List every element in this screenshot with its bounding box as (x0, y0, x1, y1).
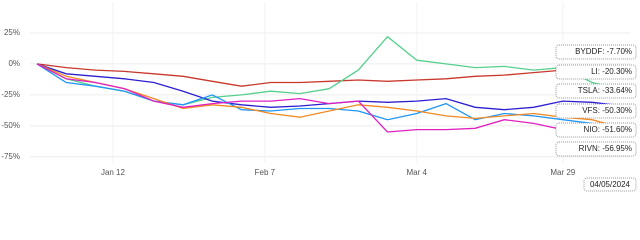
chart: 25%0%-25%-50%-75%Jan 12 Feb 7 Mar 4 Mar 29 … (1, 2, 637, 192)
series-line (36, 63, 622, 129)
y-tick-label: -75% (1, 152, 20, 161)
y-tick-label: 0% (8, 59, 20, 68)
tooltip: BYDDF: -7.70% LI: -20.30% TSLA: -33.64% VFS… (555, 44, 637, 192)
tooltip-entry: RIVN: -56.95% (579, 144, 632, 153)
tooltip-date-box (583, 177, 637, 192)
tooltip-box (555, 64, 637, 80)
tooltip-entry: LI: -20.30% (591, 67, 632, 76)
tooltip-date: 04/05/2024 (590, 180, 631, 189)
x-tick-label: Jan 12 (101, 168, 126, 177)
x-tick-label: Feb 7 (255, 168, 276, 177)
series-line (36, 63, 622, 87)
tooltip-box (555, 83, 637, 99)
y-tick-label: 25% (4, 28, 20, 37)
grid: 25% 0% -25% -50% -75% Jan 12 Feb 7 Mar 4 Mar 29 (1, 2, 630, 177)
tooltip-box (555, 141, 637, 157)
y-tick-label: -25% (1, 90, 20, 99)
series-line (36, 63, 622, 136)
tooltip-box (555, 103, 637, 119)
series-line (36, 63, 622, 127)
tooltip-entry: NIO: -51.60% (584, 125, 632, 134)
tooltip-box (555, 122, 637, 138)
lines (36, 35, 622, 136)
tooltip-box (555, 44, 637, 60)
x-tick-label: Mar 29 (550, 168, 575, 177)
tooltip-entry: TSLA: -33.64% (578, 86, 632, 95)
y-tick-label: -50% (1, 121, 20, 130)
tooltip-entry: VFS: -50.30% (582, 106, 632, 115)
x-tick-label: Mar 4 (407, 168, 428, 177)
tooltip-entry: BYDDF: -7.70% (575, 47, 632, 56)
